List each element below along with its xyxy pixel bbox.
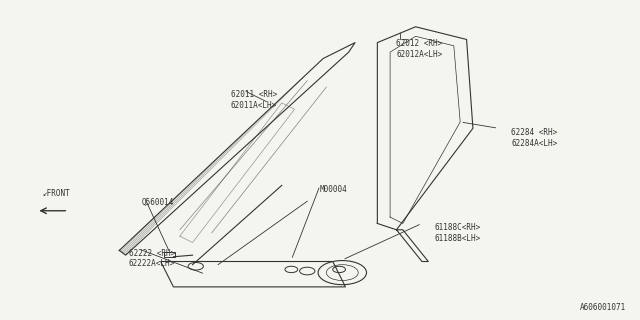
Text: 61188C<RH>
61188B<LH>: 61188C<RH> 61188B<LH> [435,223,481,243]
Text: 62284 <RH>
62284A<LH>: 62284 <RH> 62284A<LH> [511,128,557,148]
Text: 62222 <RH>
62222A<LH>: 62222 <RH> 62222A<LH> [129,249,175,268]
Text: Q560014: Q560014 [141,198,174,207]
Text: 62012 <RH>
62012A<LH>: 62012 <RH> 62012A<LH> [396,39,443,59]
Text: 62011 <RH>
62011A<LH>: 62011 <RH> 62011A<LH> [231,90,277,110]
Bar [164,252,175,257]
Text: A606001071: A606001071 [580,303,626,312]
Text: M00004: M00004 [320,185,348,194]
Text: ↙FRONT: ↙FRONT [43,189,70,198]
